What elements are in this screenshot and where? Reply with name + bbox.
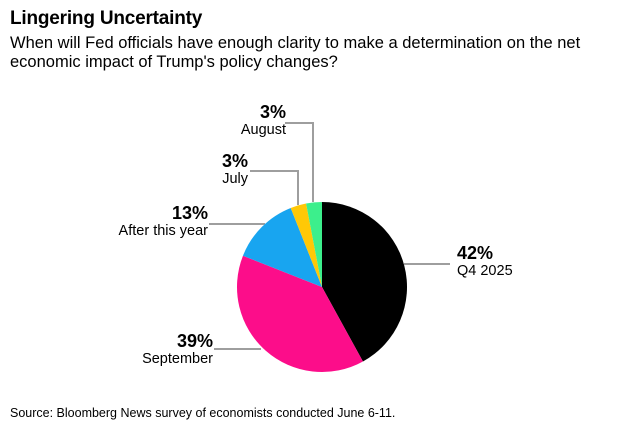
- leader-line-august: [285, 122, 314, 202]
- pie-slice-after-this-year: [242, 207, 322, 287]
- leader-line-july: [250, 170, 299, 205]
- chart-subtitle-line2: economic impact of Trump's policy change…: [10, 53, 338, 71]
- label-august-pct: 3%: [259, 102, 286, 122]
- label-july-name: July: [222, 171, 248, 187]
- label-q4-2025-pct: 42%: [457, 243, 494, 263]
- pie-slice-september: [236, 255, 363, 373]
- label-september: 39% September: [142, 331, 213, 368]
- source-note: Source: Bloomberg News survey of economi…: [10, 406, 396, 420]
- label-september-name: September: [142, 351, 213, 367]
- pie-slice-july: [290, 203, 322, 287]
- label-august: 3% August: [241, 102, 286, 139]
- page-title: Lingering Uncertainty: [10, 8, 203, 29]
- label-after-this-year: 13% After this year: [119, 203, 208, 240]
- label-q4-2025: 42% Q4 2025: [457, 243, 513, 280]
- label-august-name: August: [240, 122, 286, 138]
- pie-slice-q4-2025: [322, 202, 408, 362]
- pie-slice-august: [306, 202, 322, 287]
- label-after-this-year-pct: 13%: [171, 203, 208, 223]
- label-july-pct: 3%: [221, 151, 248, 171]
- chart-subtitle: When will Fed officials have enough clar…: [10, 34, 638, 72]
- chart-subtitle-line1: When will Fed officials have enough clar…: [10, 34, 581, 52]
- label-july: 3% July: [222, 151, 248, 188]
- label-after-this-year-name: After this year: [118, 223, 208, 239]
- label-q4-2025-name: Q4 2025: [457, 263, 513, 279]
- label-september-pct: 39%: [176, 331, 213, 351]
